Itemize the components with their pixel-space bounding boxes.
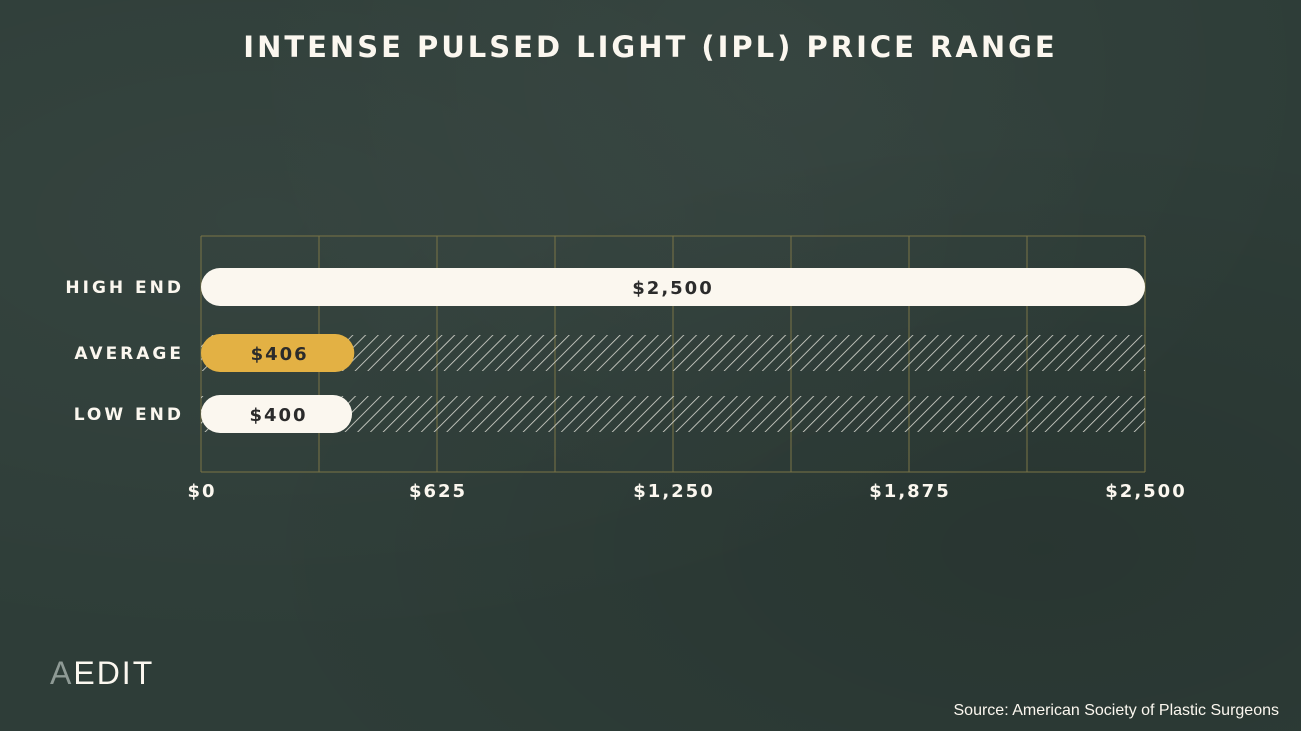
category-labels: HIGH END AVERAGE LOW END bbox=[65, 278, 184, 425]
category-label: AVERAGE bbox=[74, 344, 184, 364]
x-tick-labels: $0 $625 $1,250 $1,875 $2,500 bbox=[187, 481, 1186, 502]
bar-remainder-hatch bbox=[201, 335, 1145, 371]
x-tick-label: $1,875 bbox=[869, 481, 950, 502]
bar bbox=[201, 334, 355, 372]
bars-group: $2,500 $406 $400 bbox=[201, 268, 1145, 433]
bar-remainder-hatch bbox=[201, 396, 1145, 432]
brand-logo: AEDIT bbox=[50, 655, 154, 692]
bar-value-label: $400 bbox=[249, 405, 307, 426]
brand-rest: EDIT bbox=[73, 655, 155, 691]
x-tick-label: $0 bbox=[187, 481, 216, 502]
bar-value-label: $406 bbox=[251, 344, 309, 365]
brand-prefix: A bbox=[50, 655, 74, 691]
bar bbox=[201, 268, 1145, 306]
bar-value-label: $2,500 bbox=[632, 278, 713, 299]
category-label: LOW END bbox=[74, 405, 184, 425]
category-label: HIGH END bbox=[65, 278, 184, 298]
source-note: Source: American Society of Plastic Surg… bbox=[953, 702, 1280, 719]
x-tick-label: $2,500 bbox=[1105, 481, 1186, 502]
chart-title: INTENSE PULSED LIGHT (IPL) PRICE RANGE bbox=[243, 30, 1058, 64]
x-tick-label: $1,250 bbox=[633, 481, 714, 502]
x-tick-label: $625 bbox=[409, 481, 467, 502]
bar bbox=[201, 395, 353, 433]
